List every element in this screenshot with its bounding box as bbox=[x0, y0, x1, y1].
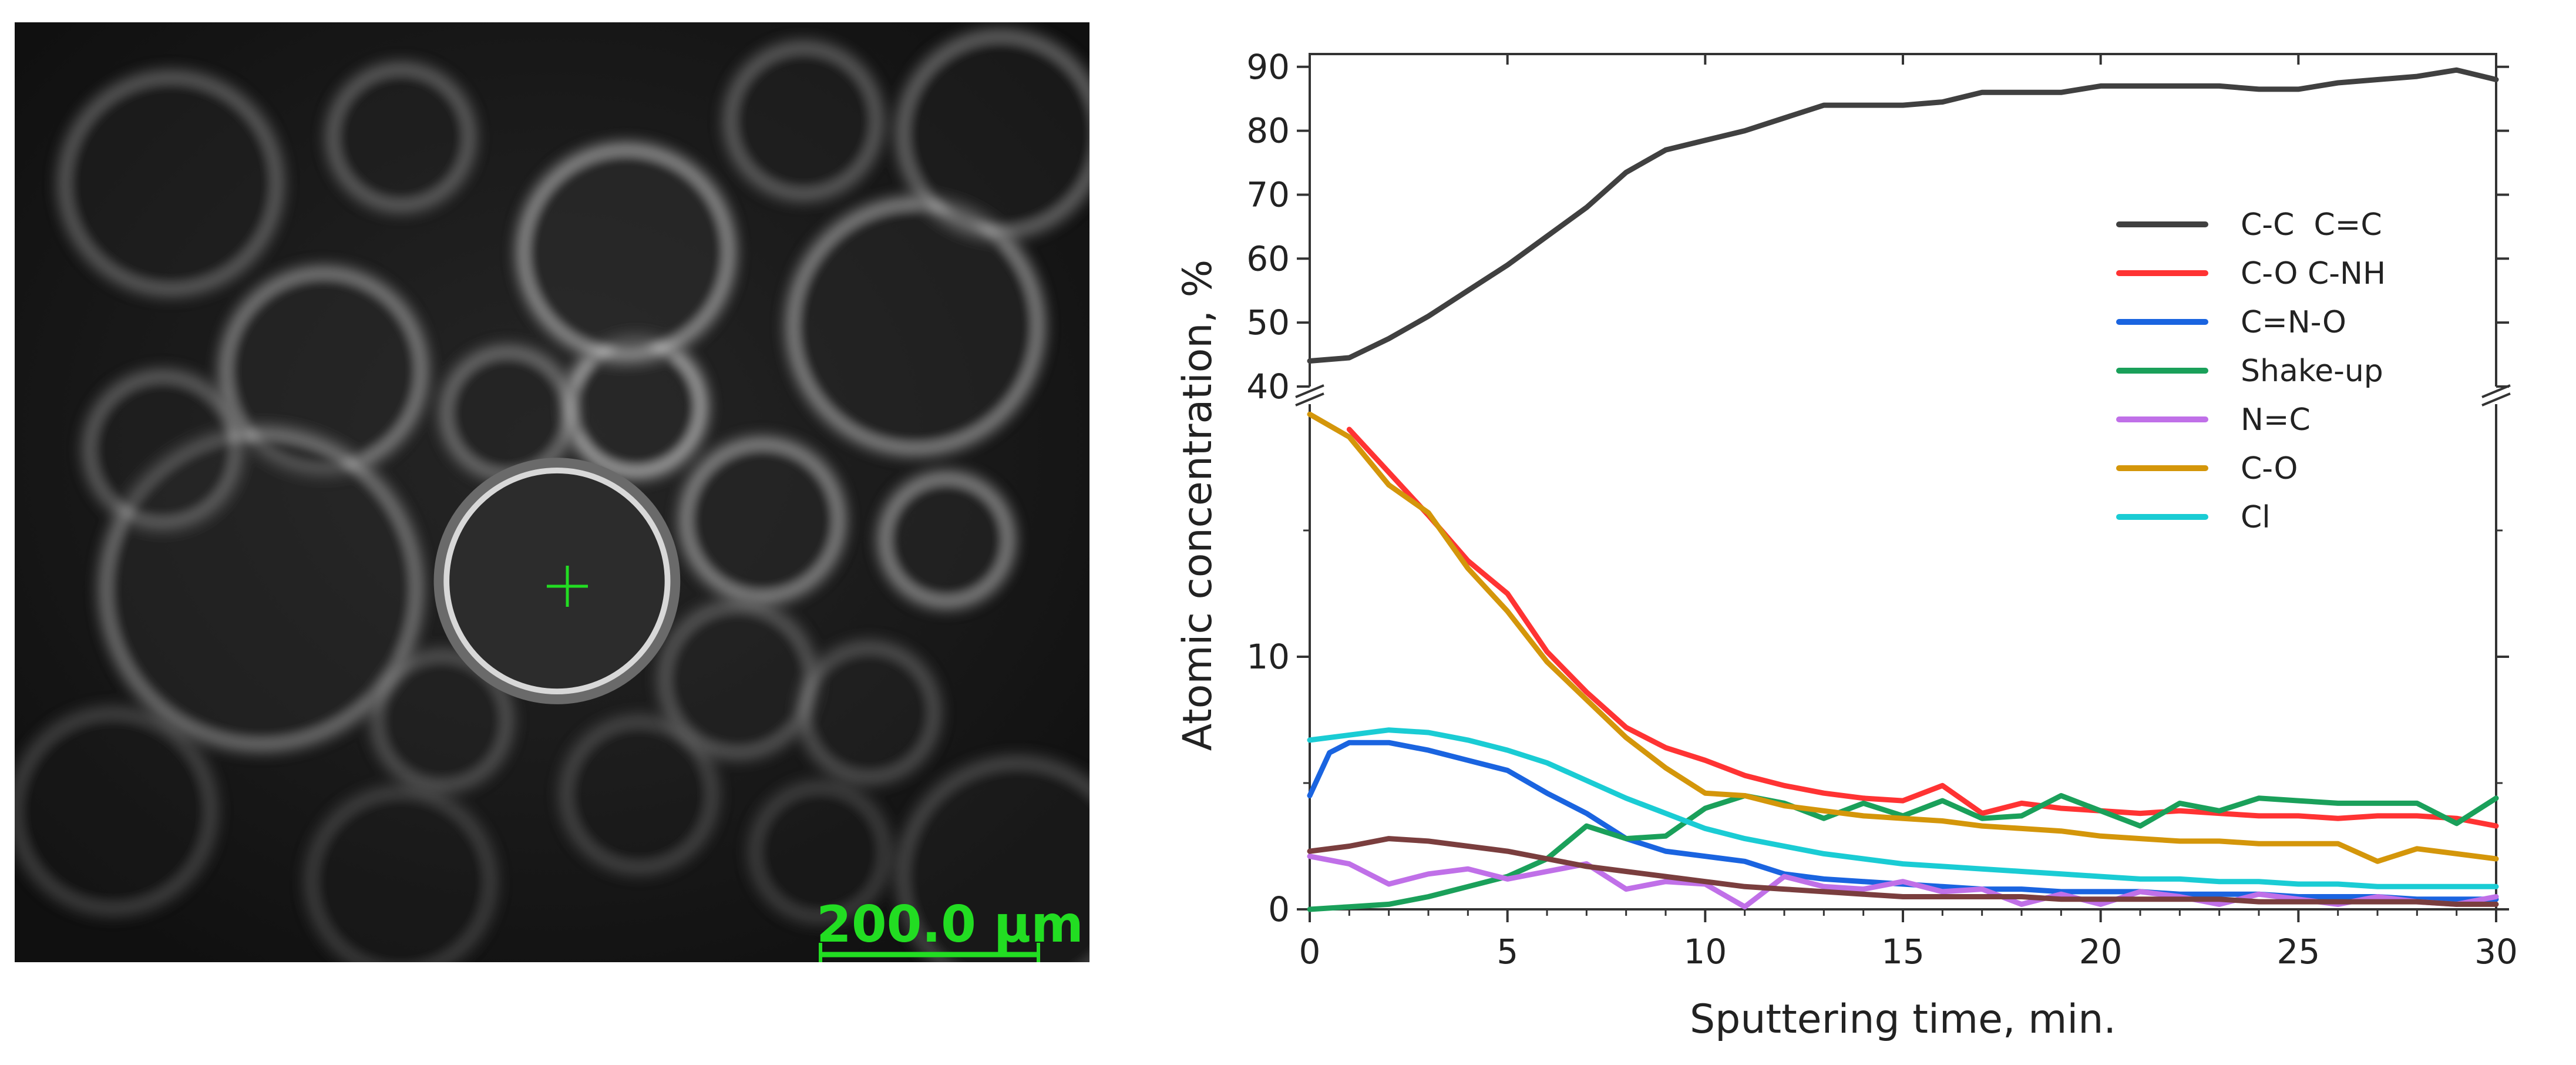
chart-panel: 0 5 10 15 20 25 30 40 50 60 70 80 90 0 10 C-C C=C C-O C… bbox=[1151, 0, 2576, 1065]
legend-label: Shake-up bbox=[2241, 354, 2383, 389]
cell-vesicle bbox=[299, 780, 503, 962]
legend-item: Shake-up bbox=[2116, 354, 2383, 389]
y-tick-label: 70 bbox=[1246, 174, 1290, 214]
series-line-c-o bbox=[1307, 411, 2499, 864]
x-tick-label: 5 bbox=[1496, 932, 1518, 972]
lower-plot-frame bbox=[1309, 404, 2497, 911]
cell-vesicle bbox=[718, 35, 889, 207]
cell-vesicle bbox=[792, 635, 947, 790]
cell-vesicle bbox=[15, 701, 224, 922]
cell-vesicle bbox=[742, 775, 897, 930]
y-tick-label: 90 bbox=[1246, 47, 1290, 87]
right-axis-break-mark bbox=[2481, 392, 2511, 406]
scale-bar-label: 200.0 µm bbox=[816, 895, 1084, 954]
legend-item: C-C C=C bbox=[2116, 207, 2382, 243]
cell-vesicle bbox=[365, 643, 520, 798]
legend-item: C=N-O bbox=[2116, 305, 2346, 340]
x-axis-title: Sputtering time, min. bbox=[1690, 996, 2116, 1043]
cell-vesicle bbox=[77, 364, 248, 535]
crosshair-marker bbox=[547, 566, 588, 607]
legend-item: C-O bbox=[2116, 451, 2298, 486]
legend-label: N=C bbox=[2241, 402, 2311, 438]
y-tick-label: 80 bbox=[1246, 111, 1290, 151]
fluorescence-micrograph: 200.0 µm bbox=[15, 22, 1089, 962]
cell-vesicle bbox=[674, 431, 852, 609]
x-tick-label: 15 bbox=[1881, 932, 1925, 972]
legend-label: C=N-O bbox=[2241, 305, 2346, 340]
cell-vesicle bbox=[890, 23, 1089, 244]
x-tick-label: 25 bbox=[2276, 932, 2320, 972]
left-axis-break-mark bbox=[1295, 392, 1324, 406]
series-line-c-o-c-nh bbox=[1346, 426, 2499, 829]
cell-vesicle bbox=[890, 750, 1089, 962]
cell-vesicle bbox=[320, 56, 482, 218]
series-line-unlabeled bbox=[1307, 836, 2499, 907]
y-tick-label: 0 bbox=[1268, 889, 1290, 929]
legend-label: C-O bbox=[2241, 451, 2298, 486]
cell-vesicle bbox=[872, 466, 1021, 614]
cell-vesicle bbox=[511, 137, 741, 368]
x-tick-label: 10 bbox=[1683, 932, 1727, 972]
cell-vesicle bbox=[433, 458, 681, 704]
y-tick-label: 10 bbox=[1246, 637, 1290, 677]
x-tick-label: 0 bbox=[1299, 932, 1321, 972]
left-axis-break-mark bbox=[1295, 384, 1324, 398]
legend-label: C-O C-NH bbox=[2241, 256, 2386, 291]
x-tick-label: 20 bbox=[2079, 932, 2123, 972]
series-line-c-c-c-c bbox=[1307, 67, 2499, 364]
series-line-cl bbox=[1307, 727, 2499, 889]
y-axis-title: Atomic concentration, % bbox=[1175, 260, 1221, 751]
cell-vesicle bbox=[553, 709, 725, 881]
scale-bar: 200.0 µm bbox=[816, 895, 1084, 962]
legend-label: C-C C=C bbox=[2241, 207, 2382, 243]
y-tick-label: 50 bbox=[1246, 303, 1290, 342]
y-tick-label: 40 bbox=[1246, 367, 1290, 406]
x-tick-label: 30 bbox=[2474, 932, 2518, 972]
legend-label: Cl bbox=[2241, 500, 2271, 535]
y-tick-label: 60 bbox=[1246, 238, 1290, 278]
legend-item: Cl bbox=[2116, 500, 2271, 535]
legend-item: C-O C-NH bbox=[2116, 256, 2386, 291]
series-line-shake-up bbox=[1307, 793, 2499, 912]
legend-item: N=C bbox=[2116, 402, 2311, 438]
cell-vesicle bbox=[52, 65, 290, 302]
